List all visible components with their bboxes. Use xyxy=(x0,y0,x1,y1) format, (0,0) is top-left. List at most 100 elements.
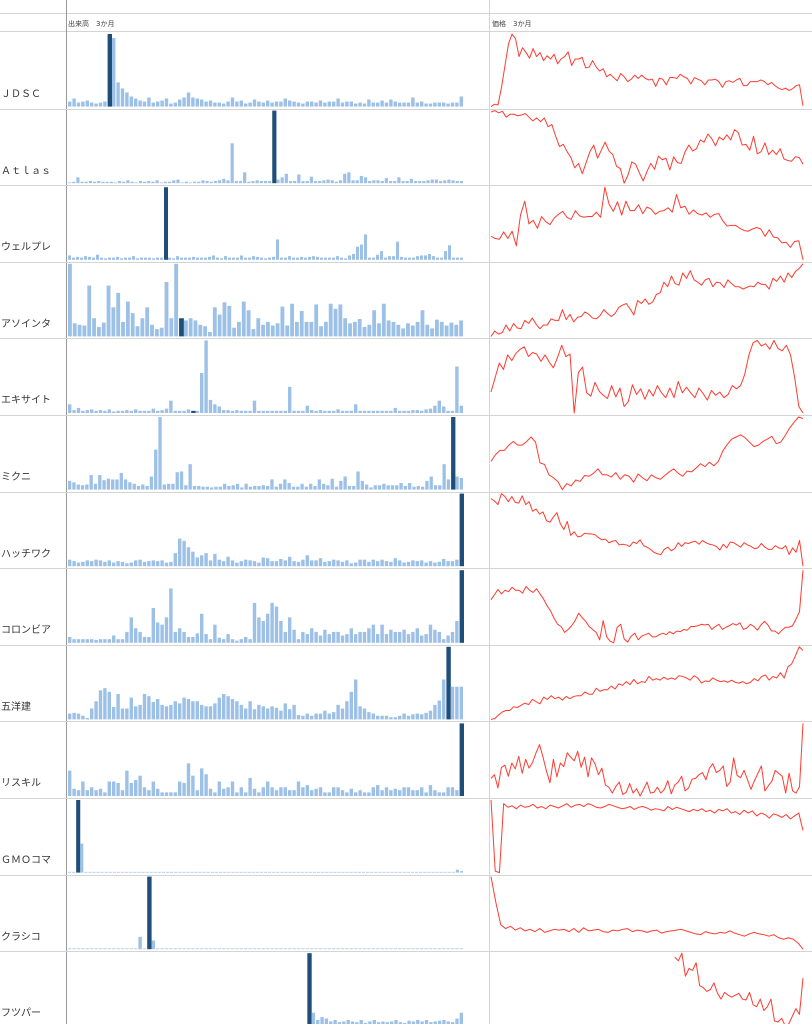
volume-bar xyxy=(344,258,347,260)
volume-bar xyxy=(68,255,71,260)
volume-bar xyxy=(89,475,93,490)
volume-bar xyxy=(248,948,252,950)
volume-bar xyxy=(147,181,151,184)
volume-bar xyxy=(108,871,112,873)
volume-bar xyxy=(384,715,389,720)
volume-bar xyxy=(156,699,160,720)
volume-bar xyxy=(257,948,261,950)
volume-bar xyxy=(266,781,270,796)
volume-bar xyxy=(354,562,358,567)
volume-bar xyxy=(397,177,401,184)
volume-bar xyxy=(279,710,283,720)
volume-bar xyxy=(164,948,169,950)
volume-bar xyxy=(284,173,288,184)
volume-bar xyxy=(270,948,274,950)
volume-bar xyxy=(416,485,420,490)
volume-bar xyxy=(459,405,463,413)
volume-bar xyxy=(400,256,403,260)
volume-bar xyxy=(323,561,327,567)
volume-bar xyxy=(230,639,235,643)
volume-bar xyxy=(230,97,235,107)
volume-bar xyxy=(169,561,173,567)
volume-bar xyxy=(160,704,164,720)
volume-bar xyxy=(125,563,129,567)
volume-bar xyxy=(198,324,203,337)
volume-bar xyxy=(252,948,257,950)
volume-bar xyxy=(437,792,441,796)
volume-bar xyxy=(147,636,151,643)
volume-bar xyxy=(384,102,389,107)
volume-bar xyxy=(136,258,139,260)
volume-bar xyxy=(230,699,235,720)
volume-bar xyxy=(270,479,274,490)
volume-bar xyxy=(342,1021,346,1024)
volume-bar xyxy=(288,709,292,720)
volume-bar xyxy=(116,639,120,643)
volume-bar xyxy=(178,628,182,643)
volume-bar xyxy=(173,701,177,720)
volume-bar xyxy=(332,257,335,260)
volume-bar xyxy=(398,790,402,796)
volume-bar xyxy=(384,948,389,950)
volume-bar xyxy=(388,181,393,184)
volume-bar xyxy=(72,98,76,107)
volume-bar xyxy=(305,405,309,413)
volume-bar xyxy=(200,555,204,567)
volume-bar xyxy=(261,787,265,796)
volume-bar xyxy=(129,617,133,643)
volume-bar xyxy=(248,639,252,643)
volume-bar xyxy=(428,408,433,413)
volume-bar xyxy=(420,310,425,337)
volume-bar xyxy=(406,871,410,873)
volume-bar xyxy=(370,871,374,873)
volume-bar xyxy=(438,181,443,184)
volume-bar xyxy=(459,181,463,184)
volume-bar xyxy=(188,464,192,490)
volume-bar xyxy=(235,101,239,107)
volume-bar xyxy=(272,256,275,260)
volume-bar xyxy=(80,485,85,490)
volume-bar xyxy=(259,181,263,184)
volume-bar xyxy=(327,561,331,567)
volume-bar xyxy=(257,410,261,413)
volume-bar xyxy=(336,704,340,720)
volume-bar xyxy=(318,635,323,643)
volume-bar xyxy=(336,948,340,950)
volume-bar xyxy=(138,775,142,796)
volume-bar xyxy=(132,256,135,260)
volume-bar xyxy=(429,1022,433,1024)
volume-bar xyxy=(404,257,407,260)
volume-bar xyxy=(358,790,362,796)
volume-bar xyxy=(222,302,227,337)
volume-bar xyxy=(437,561,441,567)
volume-bar xyxy=(255,871,259,873)
price-line xyxy=(490,570,804,644)
volume-bar xyxy=(300,871,304,873)
volume-bar xyxy=(112,635,116,643)
volume-bar xyxy=(459,948,463,950)
volume-bar xyxy=(134,628,138,643)
volume-bar xyxy=(318,948,323,950)
volume-bar xyxy=(301,631,305,643)
volume-bar xyxy=(252,99,257,107)
volume-bar xyxy=(438,485,442,490)
volume-bar xyxy=(292,871,296,873)
volume-bar xyxy=(288,871,292,873)
volume-bar xyxy=(292,101,296,107)
volume-bar xyxy=(261,485,265,490)
volume-bar xyxy=(427,871,431,873)
volume-bar xyxy=(120,410,125,413)
volume-bar xyxy=(355,180,359,184)
volume-bar xyxy=(107,948,111,950)
volume-bar xyxy=(247,181,251,184)
volume-bar xyxy=(130,313,135,337)
volume-bar xyxy=(330,180,334,184)
volume-bar xyxy=(280,871,284,873)
volume-bar xyxy=(350,1021,355,1024)
volume-bar xyxy=(147,696,151,720)
volume-bar xyxy=(410,325,415,337)
volume-bar xyxy=(345,871,349,873)
volume-bar xyxy=(103,948,107,950)
volume-bar xyxy=(222,410,226,413)
volume-bar xyxy=(388,256,391,260)
